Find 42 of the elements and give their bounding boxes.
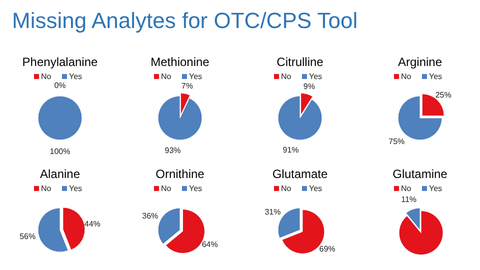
chart-title: Alanine bbox=[40, 167, 80, 181]
data-label: 56% bbox=[20, 232, 36, 241]
data-label: 9% bbox=[303, 82, 315, 92]
text: 0% bbox=[54, 80, 66, 90]
data-label: 64% bbox=[202, 240, 218, 249]
chart-title: Arginine bbox=[398, 55, 442, 69]
data-label: 7% bbox=[181, 82, 193, 91]
chart-title: Phenylalanine bbox=[22, 55, 98, 69]
data-label: 69% bbox=[319, 244, 336, 254]
chart-title: Glutamate bbox=[272, 167, 328, 181]
legend-label: Yes bbox=[429, 72, 442, 81]
legend-label: No bbox=[161, 184, 172, 193]
legend-label: No bbox=[401, 184, 412, 193]
data-label: 11% bbox=[401, 194, 417, 204]
chart-title: Methionine bbox=[150, 55, 210, 69]
chart-title: Citrulline bbox=[276, 55, 324, 69]
chart-title: Ornithine bbox=[156, 167, 205, 181]
legend-label: No bbox=[281, 72, 292, 81]
legend-label: Yes bbox=[69, 184, 82, 193]
text: Missing Analytes for OTC/CPS Tool bbox=[12, 8, 358, 33]
legend-label: Yes bbox=[309, 184, 322, 193]
data-label: 93% bbox=[164, 146, 181, 156]
legend-label: Yes bbox=[189, 184, 202, 193]
data-label: 25% bbox=[435, 90, 452, 100]
data-label: 100% bbox=[50, 146, 70, 156]
pie-slice bbox=[38, 208, 68, 252]
data-label: 75% bbox=[388, 137, 405, 146]
legend-label: Yes bbox=[69, 72, 82, 81]
legend-label: Yes bbox=[189, 72, 202, 81]
legend-label: Yes bbox=[429, 184, 442, 193]
legend-label: Yes bbox=[309, 72, 322, 81]
legend-label: No bbox=[281, 184, 292, 193]
data-label: 31% bbox=[264, 207, 281, 216]
data-label: 91% bbox=[282, 145, 299, 154]
data-label: 44% bbox=[84, 220, 100, 229]
pie-slice bbox=[62, 207, 86, 250]
legend-label: No bbox=[161, 72, 172, 81]
legend-label: No bbox=[41, 184, 52, 193]
data-label: 36% bbox=[142, 212, 158, 221]
legend-label: No bbox=[41, 72, 52, 81]
chart-title: Glutamine bbox=[392, 167, 448, 181]
legend-label: No bbox=[401, 72, 412, 81]
